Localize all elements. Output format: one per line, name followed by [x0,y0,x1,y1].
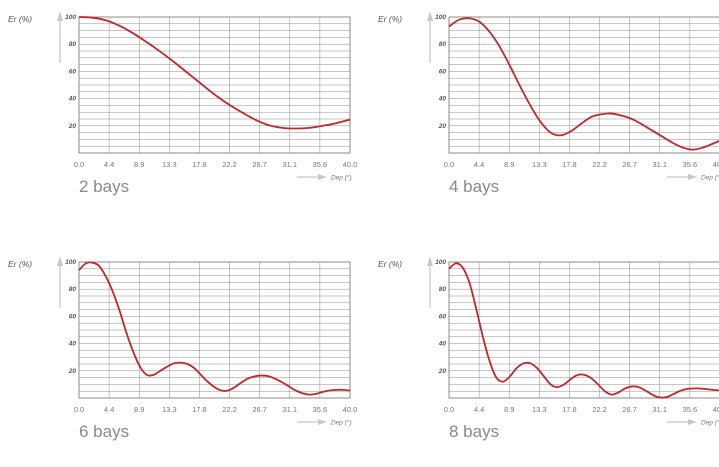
y-tick-label: 40 [68,96,77,103]
x-tick-label: 17.8 [562,160,577,169]
x-tick-label: 0.0 [444,405,454,414]
y-axis-label: Er (%) [378,14,402,24]
y-tick-label: 20 [68,368,77,375]
y-tick-label: 100 [65,14,76,21]
x-tick-label: 4.4 [474,405,484,414]
line-chart: 100 80 60 40 20 0.0 4.4 8.9 13.3 17.8 22.2 26.7 31.1… [378,256,719,427]
x-tick-label: 0.0 [74,160,84,169]
x-tick-label: 8.9 [134,405,144,414]
y-axis-label: Er (%) [8,259,32,269]
x-tick-label: 17.8 [192,405,207,414]
x-tick-label: 8.9 [504,160,514,169]
chart-panel: 100 80 60 40 20 0.0 4.4 8.9 13.3 17.8 22.2 26.7 31.1… [0,245,360,467]
y-tick-label: 100 [65,259,76,266]
y-tick-label: 40 [438,96,447,103]
y-axis-arrowhead [57,11,63,21]
y-tick-label: 80 [69,41,77,48]
x-tick-label: 35.6 [683,405,698,414]
x-tick-label: 31.1 [282,160,297,169]
x-tick-label: 22.2 [222,405,237,414]
y-tick-label: 60 [69,68,77,75]
y-tick-label: 80 [69,286,77,293]
x-tick-label: 13.3 [162,405,177,414]
series-line [78,16,351,130]
series-line [448,17,719,151]
series-line [78,261,351,396]
x-tick-label: 13.3 [532,405,547,414]
x-axis-label: Dep (°) [701,419,719,427]
chart-caption: 6 bays [79,422,130,441]
x-tick-label: 31.1 [282,405,297,414]
x-tick-label: 26.7 [252,160,267,169]
x-tick-label: 0.0 [444,160,454,169]
x-tick-label: 22.2 [222,160,237,169]
series-line [448,262,719,399]
y-axis-arrowhead [427,11,433,21]
x-tick-label: 35.6 [313,160,328,169]
y-tick-label: 80 [439,41,447,48]
y-tick-label: 60 [439,313,447,320]
chart-panel: 100 80 60 40 20 0.0 4.4 8.9 13.3 17.8 22.2 26.7 31.1… [370,0,719,222]
x-tick-label: 22.2 [592,160,607,169]
x-tick-label: 40.0 [713,405,719,414]
line-chart: 100 80 60 40 20 0.0 4.4 8.9 13.3 17.8 22.2 26.7 31.1… [378,11,719,182]
x-tick-label: 31.1 [652,405,667,414]
x-tick-label: 4.4 [104,405,114,414]
y-tick-label: 20 [438,368,447,375]
x-axis-label: Dep (°) [331,174,352,182]
x-tick-label: 40.0 [343,405,358,414]
x-axis-arrowhead [688,174,697,180]
x-tick-label: 26.7 [622,405,637,414]
x-tick-label: 40.0 [713,160,719,169]
x-tick-label: 13.3 [162,160,177,169]
y-tick-label: 60 [69,313,77,320]
x-tick-label: 8.9 [134,160,144,169]
y-tick-label: 80 [439,286,447,293]
x-tick-label: 35.6 [683,160,698,169]
y-tick-label: 40 [68,341,77,348]
chart-caption: 8 bays [449,422,500,441]
y-tick-label: 100 [435,259,446,266]
chart-grid: 100 80 60 40 20 0.0 4.4 8.9 13.3 17.8 22.2 26.7 31.1… [0,0,719,441]
x-tick-label: 8.9 [504,405,514,414]
y-tick-label: 100 [435,14,446,21]
x-tick-label: 4.4 [104,160,114,169]
y-tick-label: 60 [439,68,447,75]
x-axis-label: Dep (°) [331,419,352,427]
y-axis-arrowhead [427,256,433,266]
x-tick-label: 40.0 [343,160,358,169]
line-chart: 100 80 60 40 20 0.0 4.4 8.9 13.3 17.8 22.2 26.7 31.1… [8,256,358,427]
line-chart: 100 80 60 40 20 0.0 4.4 8.9 13.3 17.8 22.2 26.7 31.1… [8,11,358,182]
x-tick-label: 35.6 [313,405,328,414]
chart-panel: 100 80 60 40 20 0.0 4.4 8.9 13.3 17.8 22.2 26.7 31.1… [0,0,360,222]
y-axis-label: Er (%) [378,259,402,269]
x-tick-label: 17.8 [192,160,207,169]
x-tick-label: 17.8 [562,405,577,414]
y-tick-label: 40 [438,341,447,348]
x-tick-label: 26.7 [622,160,637,169]
chart-caption: 2 bays [79,177,130,196]
x-tick-label: 0.0 [74,405,84,414]
x-axis-label: Dep (°) [701,174,719,182]
y-axis-arrowhead [57,256,63,266]
x-axis-arrowhead [318,419,327,425]
x-tick-label: 13.3 [532,160,547,169]
chart-caption: 4 bays [449,177,500,196]
y-axis-label: Er (%) [8,14,32,24]
x-axis-arrowhead [318,174,327,180]
x-axis-arrowhead [688,419,697,425]
y-tick-label: 20 [438,123,447,130]
x-tick-label: 31.1 [652,160,667,169]
x-tick-label: 22.2 [592,405,607,414]
x-tick-label: 4.4 [474,160,484,169]
x-tick-label: 26.7 [252,405,267,414]
chart-panel: 100 80 60 40 20 0.0 4.4 8.9 13.3 17.8 22.2 26.7 31.1… [370,245,719,467]
y-tick-label: 20 [68,123,77,130]
